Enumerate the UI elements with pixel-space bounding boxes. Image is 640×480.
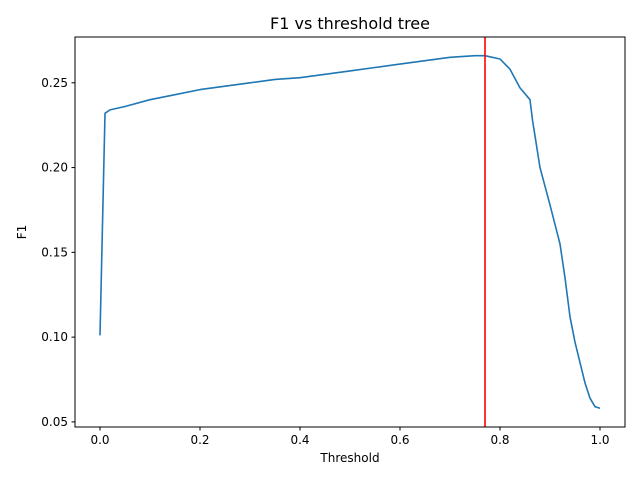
x-tick-label: 1.0	[590, 433, 609, 447]
axis-ticks: 0.0 0.2 0.4 0.6 0.8 1.0 0.05 0.10 0.15 0.20 0.25	[41, 76, 609, 447]
x-tick-label: 0.0	[90, 433, 109, 447]
x-axis-label: Threshold	[319, 451, 379, 465]
y-tick-label: 0.15	[41, 245, 68, 259]
plot-area	[99, 37, 601, 427]
x-tick-label: 0.4	[290, 433, 309, 447]
x-tick-label: 0.2	[190, 433, 209, 447]
y-tick-label: 0.10	[41, 330, 68, 344]
axes-frame	[74, 36, 626, 428]
y-tick-label: 0.05	[41, 415, 68, 429]
f1-series-line	[99, 54, 601, 410]
y-tick-label: 0.20	[41, 161, 68, 175]
x-tick-label: 0.6	[390, 433, 409, 447]
y-axis-label: F1	[15, 225, 29, 240]
chart-title: F1 vs threshold tree	[270, 14, 430, 33]
y-tick-label: 0.25	[41, 76, 68, 90]
x-tick-label: 0.8	[490, 433, 509, 447]
